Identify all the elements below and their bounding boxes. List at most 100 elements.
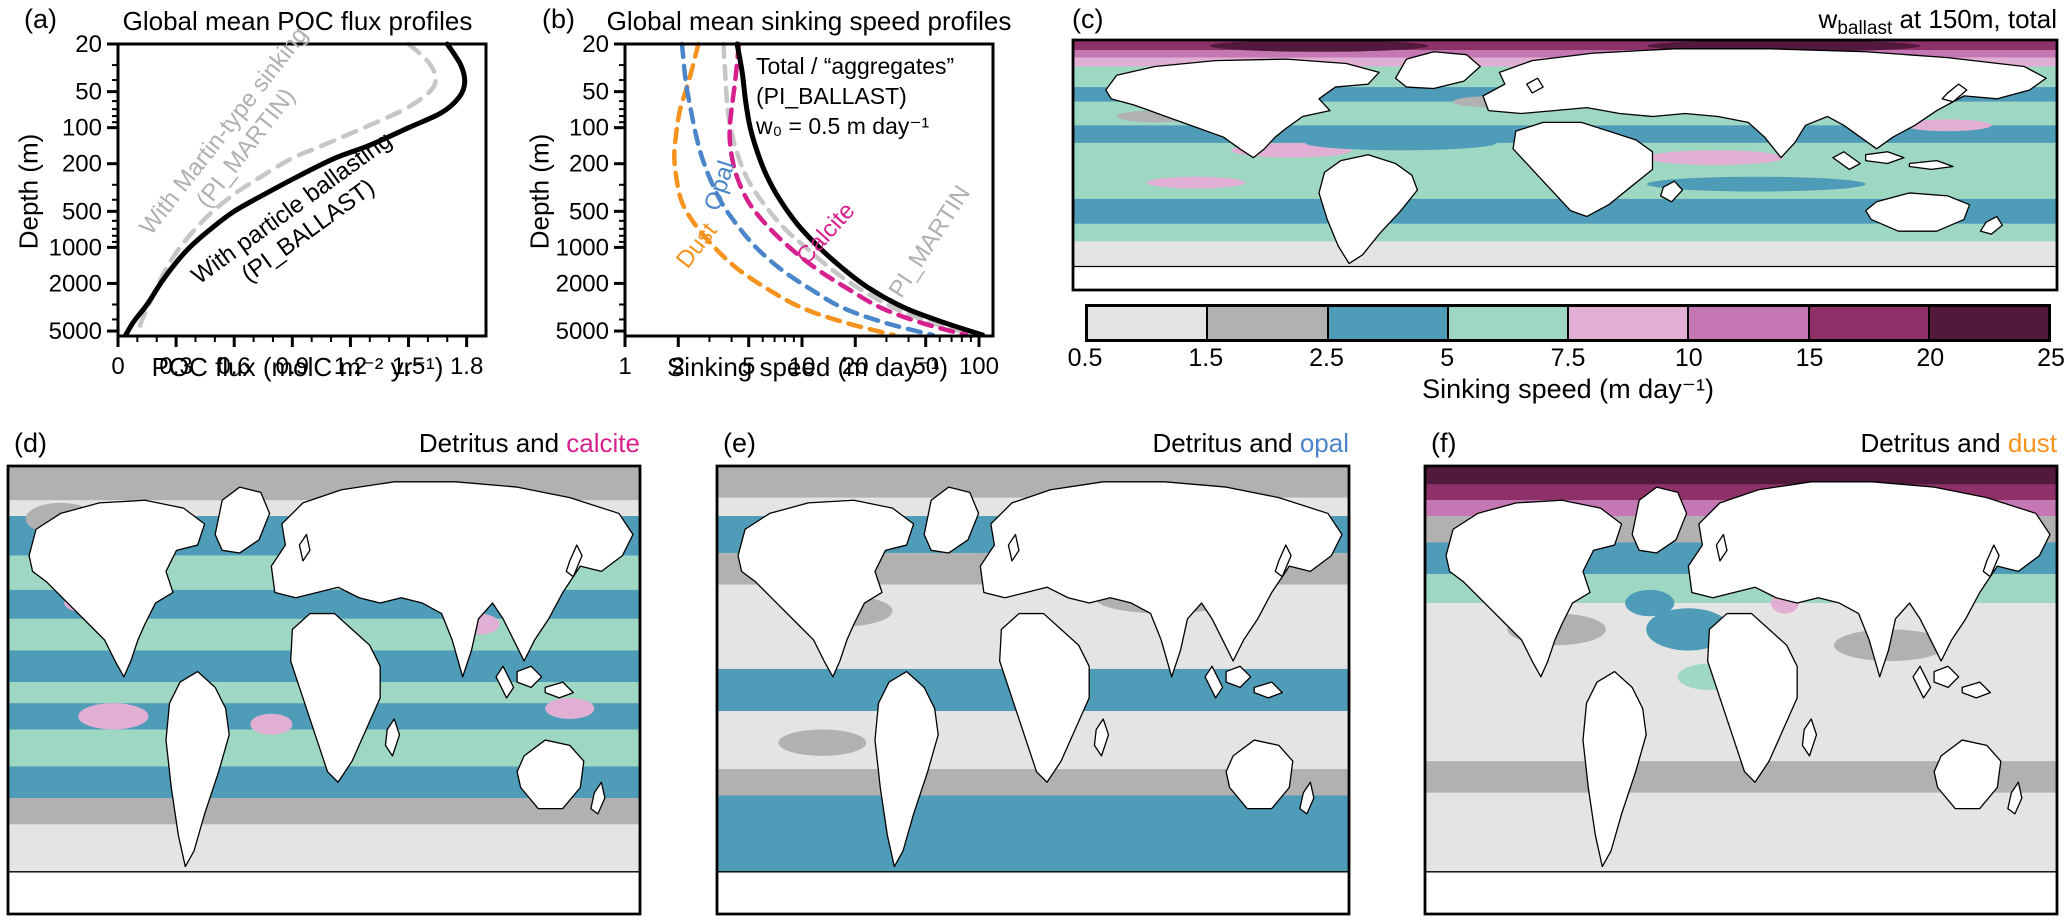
legend-line: (PI_BALLAST) (756, 82, 907, 109)
x-tick-label: 1.2 (334, 353, 367, 380)
panel-f-title: Detritus and dust (1457, 428, 2057, 459)
speed-band (1425, 466, 2057, 485)
colorbar-segment-15-20 (1807, 307, 1928, 339)
x-tick-label: 1 (618, 353, 631, 380)
x-tick-label: 0 (111, 353, 124, 380)
curve-dust (672, 41, 897, 338)
landmass (875, 672, 938, 867)
panel-f-title-material: dust (2007, 428, 2057, 458)
y-tick-label: 200 (569, 151, 609, 178)
panel-d-label: (d) (14, 428, 47, 458)
colorbar-ticks: 0.5 1.5 2.5 5 7.5 10 15 20 25 (1068, 344, 2065, 372)
landmass (1205, 666, 1223, 698)
y-tick-label: 50 (582, 79, 609, 106)
landmass (1446, 500, 1622, 677)
panel-a-label: (a) (24, 4, 57, 34)
landmass (8, 872, 640, 914)
title-prefix: Detritus and (1152, 428, 1300, 458)
curve-calcite (727, 41, 969, 338)
colorbar-tick-label: 1.5 (1188, 344, 1224, 372)
landmass (496, 666, 514, 698)
map-detritus-dust (1425, 466, 2057, 914)
landmass (1716, 535, 1727, 561)
landmass (1073, 266, 2057, 290)
landmass (291, 614, 381, 783)
landmass (2008, 782, 2022, 814)
map-frame (1425, 466, 2057, 914)
landmass (215, 487, 269, 553)
panel-d-title: Detritus and calcite (40, 428, 640, 459)
landmass (1583, 672, 1646, 867)
landmass (1094, 719, 1108, 756)
landmass (1106, 59, 1379, 158)
landmass (1396, 52, 1481, 89)
y-tick-label: 20 (582, 31, 609, 58)
colorbar (1085, 304, 2051, 342)
colorbar-tick-label: 20 (1916, 344, 1945, 372)
x-tick-label: 0.9 (276, 353, 309, 380)
total-legend: Total / “aggregates” (PI_BALLAST) w₀ = 0… (756, 52, 954, 142)
speed-band (1073, 50, 2057, 58)
landmass (517, 740, 584, 809)
map-frame (717, 466, 1349, 914)
speed-patch (1903, 119, 1992, 132)
landmass (1632, 487, 1686, 553)
speed-patch (250, 713, 293, 735)
landmass (1319, 155, 1417, 264)
landmass (1000, 614, 1090, 783)
y-tick-label: 100 (569, 115, 609, 142)
x-tick-label: 1.8 (450, 353, 483, 380)
x-tick-label: 2 (672, 353, 685, 380)
speed-patch (1146, 176, 1246, 189)
landmass (1866, 152, 1904, 164)
y-tick-label: 2000 (49, 270, 102, 297)
plot-frame (623, 42, 995, 338)
landmass (1833, 152, 1860, 170)
colorbar-tick-label: 5 (1440, 344, 1455, 372)
colorbar-segment-10-15 (1687, 307, 1808, 339)
y-tick-label: 100 (62, 115, 102, 142)
colorbar-segment-5-7.5 (1446, 307, 1567, 339)
landmass (717, 872, 1349, 914)
y-tick-label: 500 (62, 198, 102, 225)
colorbar-segment-0.5-1.5 (1088, 307, 1207, 339)
colorbar-tick-label: 2.5 (1309, 344, 1344, 372)
y-tick-label: 20 (75, 31, 102, 58)
panel-a-ylabel: Depth (m) (13, 133, 44, 250)
y-tick-label: 1000 (49, 234, 102, 261)
y-tick-label: 200 (62, 151, 102, 178)
panel-c-label: (c) (1072, 4, 1104, 34)
title-subscript: ballast (1837, 18, 1893, 40)
curve-total (734, 41, 986, 338)
landmass (299, 535, 310, 561)
landmass (591, 782, 605, 814)
title-rest: at 150m, total (1892, 4, 2057, 34)
landmass (1866, 193, 1970, 231)
landmass (1962, 682, 1990, 698)
landmass (1527, 78, 1543, 93)
landmass (1275, 545, 1291, 577)
panel-f: (f) Detritus and dust (1417, 420, 2067, 923)
panel-e: (e) Detritus and opal (709, 420, 1359, 923)
speed-patch (78, 703, 149, 730)
x-tick-label: 10 (789, 353, 816, 380)
colorbar-tick-label: 7.5 (1550, 344, 1586, 372)
landmass (545, 682, 573, 698)
x-tick-label: 20 (842, 353, 869, 380)
panel-b-ylabel: Depth (m) (524, 133, 555, 250)
title-prefix: Detritus and (1860, 428, 2008, 458)
landmass (1688, 482, 2050, 677)
x-tick-label: 50 (912, 353, 939, 380)
legend-line: Total / “aggregates” (756, 53, 955, 79)
colorbar-segment-1.5-2.5 (1206, 307, 1327, 339)
landmass (517, 666, 542, 687)
map-detritus-calcite (8, 466, 640, 914)
speed-patch (1305, 135, 1497, 151)
colorbar-tick-label: 10 (1674, 344, 1703, 372)
landmass (566, 545, 582, 577)
x-tick-label: 5 (742, 353, 755, 380)
x-tick-label: 100 (959, 353, 999, 380)
plot-frame (116, 42, 488, 338)
x-tick-label: 1.5 (392, 353, 425, 380)
